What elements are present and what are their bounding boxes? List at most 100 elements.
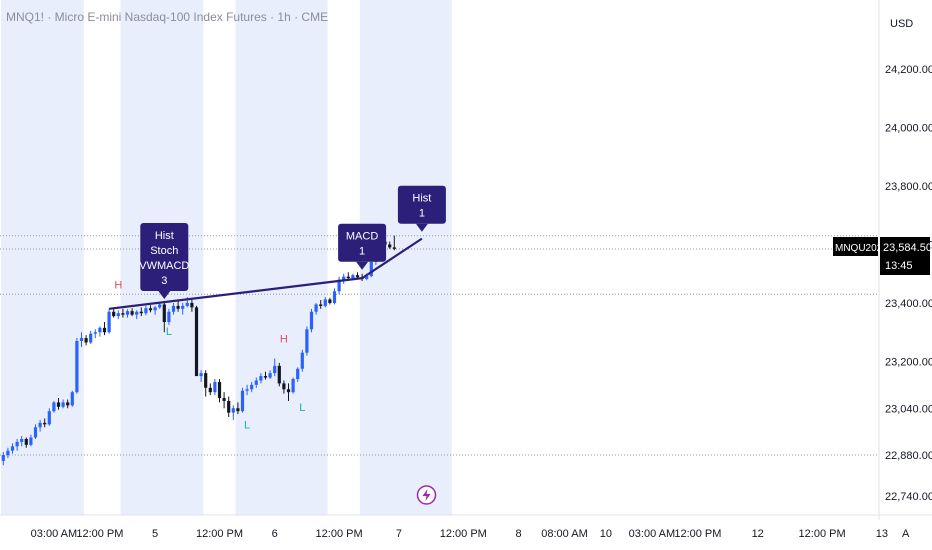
candle-body	[222, 398, 226, 401]
signal-badge: MACD 1	[338, 223, 387, 270]
currency-label[interactable]: USD	[890, 18, 913, 30]
time-tick-label[interactable]: 5	[152, 528, 158, 540]
candle	[369, 259, 373, 278]
low-marker: L	[166, 326, 172, 338]
candle	[135, 310, 139, 320]
time-tick-label[interactable]: 7	[396, 528, 402, 540]
time-tick-label[interactable]: 8	[515, 528, 521, 540]
candle	[66, 399, 70, 409]
time-tick-label[interactable]: 10	[600, 528, 612, 540]
low-marker: L	[244, 420, 250, 432]
candle-body	[38, 422, 42, 428]
candle-body	[20, 438, 24, 442]
price-tick-label[interactable]: 24,000.00	[885, 122, 932, 134]
time-tick-label[interactable]: 03:00 AM	[629, 528, 675, 540]
price-tag: MNQU2025 23,584.50 13:45	[833, 237, 932, 275]
candle	[282, 380, 286, 394]
candle	[227, 396, 231, 418]
candle	[305, 326, 309, 356]
time-tick-label[interactable]: 12	[752, 528, 764, 540]
candle	[125, 309, 130, 318]
price-tick-label[interactable]: 22,740.00	[885, 491, 932, 503]
auto-scale-button[interactable]: A	[902, 528, 910, 540]
candle-body	[102, 327, 107, 333]
time-axis-ticks[interactable]: 03:00 AM 12:00 PM 5 12:00 PM 6 12:00 PM 7 12:00…	[31, 528, 888, 540]
time-tick-label[interactable]: 12:00 PM	[76, 528, 123, 540]
badge-box	[338, 223, 387, 262]
price-tick-label[interactable]: 22,880.00	[885, 450, 932, 462]
candle	[148, 305, 153, 313]
candle-body	[369, 262, 373, 277]
time-tick-label[interactable]: 12:00 PM	[674, 528, 721, 540]
high-marker: H	[280, 333, 288, 345]
time-tick-label[interactable]: 6	[272, 528, 278, 540]
candle-body	[130, 311, 134, 315]
candle	[116, 310, 120, 320]
candle-body	[135, 311, 139, 315]
candle	[70, 390, 74, 407]
candle	[15, 438, 19, 451]
price-tick-label[interactable]: 23,200.00	[885, 356, 932, 368]
badge-line: 1	[419, 208, 425, 220]
time-tick-label[interactable]: 08:00 AM	[541, 528, 587, 540]
candle-body	[291, 379, 295, 393]
trendlines	[108, 237, 423, 310]
candle	[56, 398, 61, 410]
candle-body	[162, 304, 166, 322]
badge-line: Hist	[412, 193, 431, 205]
candle-body	[116, 313, 120, 317]
time-tick-label[interactable]: 12:00 PM	[316, 528, 363, 540]
time-tick-label[interactable]: 12:00 PM	[799, 528, 846, 540]
candle-body	[29, 437, 33, 445]
candle	[268, 370, 272, 380]
candle	[254, 377, 258, 388]
time-tick-label[interactable]: 12:00 PM	[440, 528, 487, 540]
lightning-icon[interactable]	[422, 489, 431, 501]
candle-body	[277, 365, 281, 384]
price-tick-label[interactable]: 23,040.00	[885, 403, 932, 415]
badge-box	[140, 222, 189, 291]
candle	[194, 305, 199, 377]
candle-body	[314, 304, 318, 312]
candle-body	[388, 244, 392, 248]
candle-body	[309, 311, 314, 330]
candle	[314, 302, 318, 315]
candle	[47, 408, 51, 426]
price-tick-label[interactable]: 24,200.00	[885, 64, 932, 76]
candle	[98, 326, 102, 337]
badge-line: 1	[359, 246, 365, 258]
countdown-label: 13:45	[885, 260, 913, 272]
candle-body	[15, 441, 19, 447]
candle-body	[70, 392, 74, 406]
candle-body	[300, 352, 304, 369]
event-marker[interactable]	[416, 485, 437, 505]
time-tick-label[interactable]: 03:00 AM	[31, 528, 77, 540]
candle-body	[227, 400, 231, 413]
candle	[273, 358, 277, 377]
candle-body	[24, 438, 28, 445]
candle-body	[66, 402, 70, 406]
candle	[181, 302, 185, 315]
candle	[222, 392, 226, 409]
trendline	[361, 237, 423, 280]
candle	[190, 300, 194, 312]
candle-body	[158, 304, 162, 308]
candle-body	[153, 307, 157, 311]
price-tick-label[interactable]: 23,400.00	[885, 298, 932, 310]
candle	[38, 419, 42, 432]
price-axis-ticks[interactable]: 24,200.0024,000.0023,800.0023,600.0023,4…	[885, 64, 932, 503]
time-tick-label[interactable]: 13	[876, 528, 888, 540]
candle-body	[84, 338, 88, 343]
candle	[6, 447, 10, 458]
candle-body	[236, 408, 240, 412]
price-tick-label[interactable]: 23,800.00	[885, 181, 932, 193]
candle	[309, 308, 314, 333]
candle-body	[273, 365, 277, 374]
candle	[388, 241, 392, 249]
candle	[167, 308, 171, 325]
time-tick-label[interactable]: 12:00 PM	[196, 528, 243, 540]
candle	[204, 370, 208, 397]
candle-body	[79, 338, 84, 341]
candle	[240, 387, 245, 413]
